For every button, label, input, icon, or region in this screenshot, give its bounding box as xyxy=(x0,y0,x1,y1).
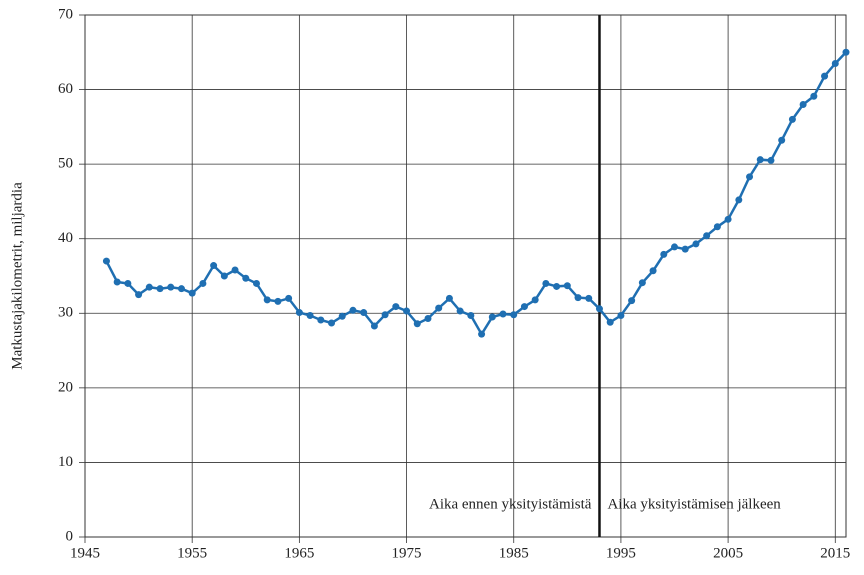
data-point xyxy=(317,316,325,324)
y-tick-label: 10 xyxy=(58,454,73,470)
data-point xyxy=(842,48,850,56)
data-point xyxy=(531,296,539,304)
data-point xyxy=(799,100,807,108)
data-point xyxy=(102,257,110,265)
data-point xyxy=(167,283,175,291)
data-point xyxy=(724,215,732,223)
data-point xyxy=(606,318,614,326)
data-point xyxy=(124,279,132,287)
data-point xyxy=(553,282,561,290)
data-point xyxy=(467,312,475,320)
x-tick-label: 1995 xyxy=(606,545,636,561)
data-point xyxy=(392,303,400,311)
data-point xyxy=(360,309,368,317)
annotation: Aika ennen yksityistämistä xyxy=(429,496,592,512)
data-point xyxy=(510,311,518,319)
data-point xyxy=(660,250,668,258)
data-point xyxy=(713,223,721,231)
x-tick-label: 1975 xyxy=(392,545,422,561)
data-point xyxy=(617,312,625,320)
data-point xyxy=(338,312,346,320)
data-point xyxy=(767,156,775,164)
x-tick-label: 2005 xyxy=(713,545,743,561)
data-point xyxy=(563,282,571,290)
data-point xyxy=(199,279,207,287)
data-point xyxy=(542,279,550,287)
data-point xyxy=(746,173,754,181)
x-tick-label: 1985 xyxy=(499,545,529,561)
data-point xyxy=(788,115,796,123)
data-point xyxy=(285,294,293,302)
data-point xyxy=(595,305,603,313)
data-point xyxy=(349,306,357,314)
x-tick-label: 1945 xyxy=(70,545,100,561)
data-point xyxy=(778,136,786,144)
data-point xyxy=(370,322,378,330)
data-point xyxy=(628,297,636,305)
data-point xyxy=(220,272,228,280)
y-tick-label: 40 xyxy=(58,230,73,246)
data-point xyxy=(145,283,153,291)
data-point xyxy=(456,307,464,315)
data-point xyxy=(649,267,657,275)
data-point xyxy=(263,296,271,304)
x-tick-label: 1965 xyxy=(284,545,314,561)
data-point xyxy=(188,289,196,297)
data-point xyxy=(756,156,764,164)
data-point xyxy=(113,278,121,286)
data-point xyxy=(328,319,336,327)
data-point xyxy=(574,294,582,302)
x-tick-label: 2015 xyxy=(820,545,850,561)
data-point xyxy=(135,291,143,299)
y-axis-label: Matkustajakilometrit, miljardia xyxy=(9,182,25,370)
y-tick-label: 60 xyxy=(58,81,73,97)
data-point xyxy=(488,313,496,321)
data-point xyxy=(499,310,507,318)
data-point xyxy=(703,232,711,240)
data-point xyxy=(413,320,421,328)
data-point xyxy=(424,315,432,323)
data-point xyxy=(252,279,260,287)
data-point xyxy=(681,245,689,253)
data-point xyxy=(692,240,700,248)
x-tick-label: 1955 xyxy=(177,545,207,561)
data-point xyxy=(274,297,282,305)
data-point xyxy=(810,92,818,100)
data-point xyxy=(177,285,185,293)
data-point xyxy=(520,303,528,311)
data-point xyxy=(585,294,593,302)
data-point xyxy=(445,294,453,302)
data-line xyxy=(105,51,847,337)
data-point xyxy=(638,279,646,287)
data-point xyxy=(231,266,239,274)
data-point xyxy=(831,59,839,67)
data-point xyxy=(306,312,314,320)
y-tick-label: 0 xyxy=(66,528,74,544)
data-point xyxy=(671,243,679,251)
data-point xyxy=(435,304,443,312)
plot-frame xyxy=(84,14,847,538)
y-tick-label: 70 xyxy=(58,6,73,22)
y-tick-label: 20 xyxy=(58,379,73,395)
data-point xyxy=(156,285,164,293)
data-point xyxy=(210,262,218,270)
y-tick-label: 30 xyxy=(58,305,73,321)
data-point xyxy=(381,311,389,319)
data-point xyxy=(403,307,411,315)
y-tick-label: 50 xyxy=(58,156,73,172)
data-point xyxy=(478,330,486,338)
data-point xyxy=(735,196,743,204)
data-point xyxy=(242,274,250,282)
data-point xyxy=(821,72,829,80)
annotation: Aika yksityistämisen jälkeen xyxy=(607,496,781,512)
data-point xyxy=(295,309,303,317)
